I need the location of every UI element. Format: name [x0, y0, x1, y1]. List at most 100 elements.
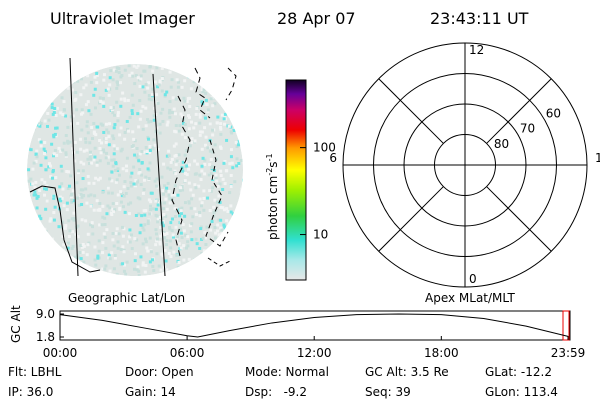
pixel	[238, 216, 242, 220]
pixel	[133, 153, 137, 157]
pixel	[136, 265, 140, 269]
pixel	[169, 255, 173, 259]
pixel	[136, 196, 140, 200]
pixel	[225, 207, 229, 211]
pixel	[209, 260, 213, 264]
pixel	[194, 186, 198, 190]
pixel	[106, 204, 110, 208]
pixel	[112, 158, 116, 162]
pixel	[58, 195, 62, 199]
pixel	[172, 235, 176, 239]
pixel	[108, 122, 112, 126]
pixel	[168, 225, 172, 229]
pixel	[54, 70, 58, 74]
pixel	[120, 225, 124, 229]
pixel	[129, 181, 133, 185]
pixel	[27, 194, 31, 198]
pixel	[60, 169, 64, 173]
pixel	[200, 86, 204, 90]
pixel	[174, 172, 178, 176]
pixel	[80, 202, 84, 206]
pixel	[152, 114, 156, 118]
pixel	[50, 106, 54, 110]
pixel	[209, 171, 213, 175]
pixel	[120, 147, 124, 151]
pixel	[80, 263, 84, 267]
pixel	[147, 177, 151, 181]
pixel	[229, 204, 233, 208]
pixel	[149, 250, 153, 254]
pixel	[66, 261, 70, 265]
pixel	[144, 275, 148, 276]
pixel	[115, 86, 119, 90]
pixel	[216, 184, 220, 188]
pixel	[94, 64, 98, 68]
pixel	[118, 133, 122, 137]
pixel	[71, 189, 75, 193]
pixel	[241, 104, 243, 108]
pixel	[43, 141, 47, 145]
pixel	[157, 83, 161, 87]
pixel	[27, 168, 31, 172]
pixel	[159, 225, 163, 229]
pixel	[216, 87, 220, 91]
pixel	[105, 212, 109, 216]
pixel	[165, 232, 169, 236]
pixel	[148, 161, 152, 165]
pixel	[77, 256, 81, 260]
pixel	[166, 120, 170, 124]
pixel	[147, 137, 151, 141]
pixel	[90, 161, 94, 165]
pixel	[105, 128, 109, 132]
pixel	[89, 67, 93, 71]
pixel	[82, 194, 86, 198]
pixel	[40, 178, 44, 182]
pixel	[199, 178, 203, 182]
pixel	[167, 154, 171, 158]
pixel	[66, 187, 70, 191]
pixel	[163, 93, 167, 97]
pixel	[213, 226, 217, 230]
pixel	[44, 85, 48, 89]
pixel	[147, 151, 151, 155]
pixel	[237, 162, 241, 166]
pixel	[47, 165, 51, 169]
pixel	[207, 78, 211, 82]
pixel	[125, 156, 129, 160]
pixel	[189, 206, 193, 210]
pixel	[36, 119, 40, 123]
pixel	[144, 106, 148, 110]
pixel	[110, 207, 114, 211]
pixel	[242, 196, 243, 200]
pixel	[81, 177, 85, 181]
pixel	[98, 96, 102, 100]
pixel	[198, 197, 202, 201]
pixel	[154, 228, 158, 232]
pixel	[70, 198, 74, 202]
pixel	[221, 103, 225, 107]
pixel	[231, 220, 235, 224]
pixel	[208, 149, 212, 153]
pixel	[37, 239, 41, 243]
pixel	[121, 234, 125, 238]
pixel	[211, 104, 215, 108]
pixel	[127, 64, 131, 68]
pixel	[233, 180, 237, 184]
pixel	[113, 256, 117, 260]
pixel	[59, 111, 63, 115]
pixel	[193, 258, 197, 262]
pixel	[123, 137, 127, 141]
pixel	[93, 75, 97, 79]
pixel	[223, 100, 227, 104]
pixel	[134, 179, 138, 183]
pixel	[95, 163, 99, 167]
pixel	[158, 242, 162, 246]
pixel	[200, 254, 204, 258]
pixel	[29, 116, 33, 120]
pixel	[161, 224, 165, 228]
pixel	[123, 99, 127, 103]
pixel	[34, 193, 38, 197]
pixel	[179, 231, 183, 235]
pixel	[138, 99, 142, 103]
pixel	[126, 98, 130, 102]
